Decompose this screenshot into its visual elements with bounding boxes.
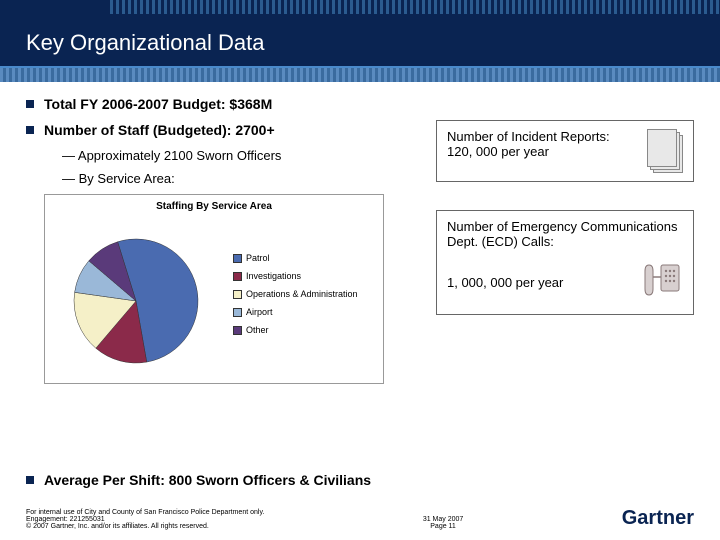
legend-label: Operations & Administration [246,289,358,299]
paper-stack-icon [647,129,683,173]
right-column: Number of Incident Reports: 120, 000 per… [436,120,694,343]
legend-swatch [233,290,242,299]
slide-header: Key Organizational Data [0,0,720,82]
footer-page: Page 11 [423,523,463,530]
footer-center: 31 May 2007 Page 11 [423,516,463,530]
ecd-calls-box: Number of Emergency Communications Dept.… [436,210,694,315]
incident-reports-box: Number of Incident Reports: 120, 000 per… [436,120,694,182]
chart-legend: Patrol Investigations Operations & Adminis… [233,253,358,343]
chart-title: Staffing By Service Area [51,201,377,212]
ecd-label: Number of Emergency Communications Dept.… [447,219,683,249]
bullet-avg-shift: Average Per Shift: 800 Sworn Officers & … [26,472,371,488]
incident-label: Number of Incident Reports: [447,129,637,144]
slide-footer: For internal use of City and County of S… [26,507,694,530]
legend-swatch [233,326,242,335]
gartner-logo: Gartner [622,507,694,530]
legend-item: Airport [233,307,358,317]
legend-item: Patrol [233,253,358,263]
pie-chart [51,223,221,373]
legend-label: Patrol [246,253,270,263]
incident-value: 120, 000 per year [447,144,637,159]
footer-left-3: © 2007 Gartner, Inc. and/or its affiliat… [26,523,264,530]
legend-swatch [233,272,242,281]
bullet-budget: Total FY 2006-2007 Budget: $368M [26,96,406,112]
legend-item: Other [233,325,358,335]
header-stripe [0,68,720,82]
legend-item: Operations & Administration [233,289,358,299]
legend-item: Investigations [233,271,358,281]
staffing-chart: Staffing By Service Area Patrol Investiga… [44,194,384,384]
slide-content: Total FY 2006-2007 Budget: $368M Number … [26,96,694,490]
footer-date: 31 May 2007 [423,516,463,523]
legend-label: Investigations [246,271,301,281]
footer-left-2: Engagement: 221255031 [26,516,264,523]
ecd-value: 1, 000, 000 per year [447,275,563,290]
sub-service-area: By Service Area: [26,171,406,186]
legend-label: Other [246,325,269,335]
left-column: Total FY 2006-2007 Budget: $368M Number … [26,96,406,384]
legend-swatch [233,308,242,317]
legend-swatch [233,254,242,263]
footer-left-1: For internal use of City and County of S… [26,509,264,516]
legend-label: Airport [246,307,273,317]
slide-title: Key Organizational Data [26,30,720,56]
footer-left: For internal use of City and County of S… [26,509,264,530]
phone-icon [639,259,683,306]
sub-sworn: Approximately 2100 Sworn Officers [26,148,406,163]
bullet-staff: Number of Staff (Budgeted): 2700+ [26,122,406,138]
